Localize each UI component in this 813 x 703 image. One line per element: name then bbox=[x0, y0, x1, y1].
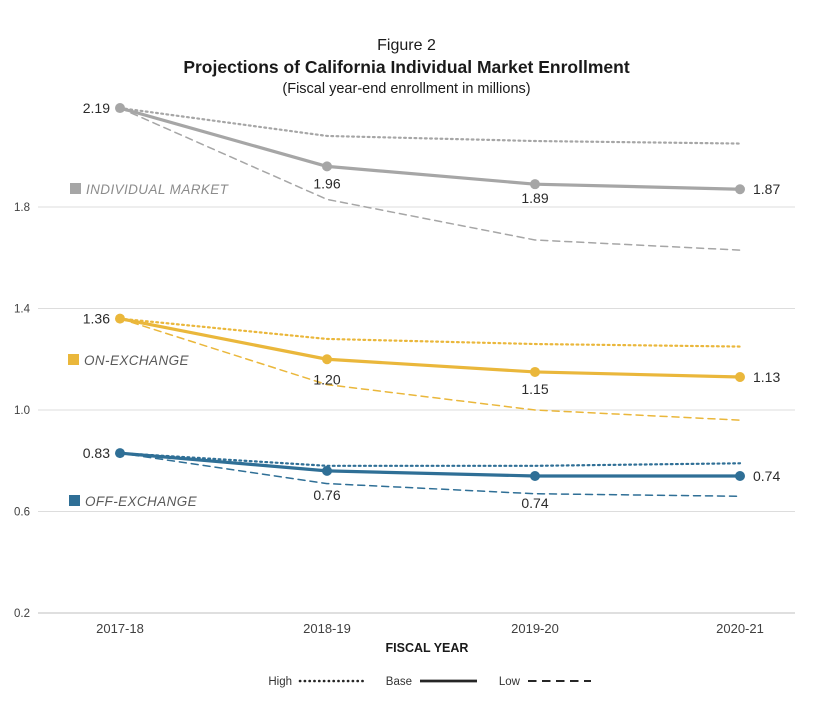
x-axis-tick-label: 2017-18 bbox=[96, 621, 144, 636]
on-exchange-data-label: 1.36 bbox=[83, 311, 110, 327]
on-exchange-legend-square bbox=[68, 354, 79, 365]
off-exchange-data-label: 0.83 bbox=[83, 445, 110, 461]
legend-label-high: High bbox=[268, 676, 292, 688]
individual-market-legend-square bbox=[70, 183, 81, 194]
x-axis-title: FISCAL YEAR bbox=[386, 641, 469, 655]
off-exchange-data-label: 0.74 bbox=[753, 468, 780, 484]
off-exchange-high-line bbox=[118, 452, 742, 467]
title-block: Figure 2 Projections of California Indiv… bbox=[0, 36, 813, 99]
off-exchange-data-point-marker bbox=[530, 470, 540, 481]
figure-label: Figure 2 bbox=[377, 37, 436, 54]
on-exchange-data-point-marker bbox=[322, 354, 332, 365]
on-exchange-data-point-marker bbox=[530, 366, 540, 377]
individual-market-data-point-marker bbox=[530, 179, 540, 190]
y-axis-tick-label: 0.2 bbox=[14, 608, 30, 620]
on-exchange-base-line bbox=[118, 317, 742, 379]
legend-label-low: Low bbox=[499, 676, 521, 688]
legend-label-base: Base bbox=[386, 676, 412, 688]
on-exchange-data-label: 1.15 bbox=[521, 381, 548, 397]
individual-market-data-label: 1.87 bbox=[753, 181, 780, 197]
off-exchange-data-point-marker bbox=[322, 465, 332, 476]
off-exchange-data-label: 0.74 bbox=[521, 495, 548, 511]
individual-market-data-point-marker bbox=[115, 103, 125, 114]
on-exchange-data-point-marker bbox=[115, 313, 125, 324]
individual-market-series-label: INDIVIDUAL MARKET bbox=[86, 182, 230, 197]
off-exchange-data-point-marker bbox=[115, 448, 125, 459]
chart-title: Projections of California Individual Mar… bbox=[183, 57, 630, 77]
off-exchange-data-label: 0.76 bbox=[313, 487, 340, 503]
off-exchange-data-point-marker bbox=[735, 470, 745, 481]
chart-subtitle: (Fiscal year-end enrollment in millions) bbox=[282, 81, 531, 97]
on-exchange-high-line bbox=[118, 317, 742, 348]
individual-market-data-point-marker bbox=[735, 184, 745, 195]
individual-market-base-line bbox=[118, 106, 742, 191]
individual-market-low-line bbox=[119, 107, 741, 251]
off-exchange-legend-square bbox=[69, 495, 80, 506]
y-axis-tick-label: 0.6 bbox=[14, 507, 30, 519]
x-axis-tick-label: 2020-21 bbox=[716, 621, 764, 636]
x-axis-tick-label: 2019-20 bbox=[511, 621, 559, 636]
off-exchange-base-line bbox=[118, 451, 742, 478]
individual-market-data-point-marker bbox=[322, 161, 332, 172]
individual-market-data-label: 2.19 bbox=[83, 100, 110, 116]
y-axis-tick-label: 1.4 bbox=[14, 304, 31, 316]
individual-market-high-line bbox=[118, 106, 742, 145]
individual-market-data-label: 1.96 bbox=[313, 175, 340, 191]
on-exchange-series-label: ON-EXCHANGE bbox=[84, 353, 190, 368]
y-axis-tick-label: 1.0 bbox=[14, 405, 30, 417]
on-exchange-data-point-marker bbox=[735, 372, 745, 383]
off-exchange-series-label: OFF-EXCHANGE bbox=[85, 494, 198, 509]
on-exchange-data-label: 1.20 bbox=[313, 371, 340, 387]
individual-market-data-label: 1.89 bbox=[521, 190, 548, 206]
off-exchange-low-line bbox=[119, 452, 741, 498]
on-exchange-low-line bbox=[119, 317, 741, 421]
y-axis-tick-label: 1.8 bbox=[14, 202, 30, 214]
on-exchange-data-label: 1.13 bbox=[753, 369, 780, 385]
x-axis-tick-label: 2018-19 bbox=[303, 621, 351, 636]
